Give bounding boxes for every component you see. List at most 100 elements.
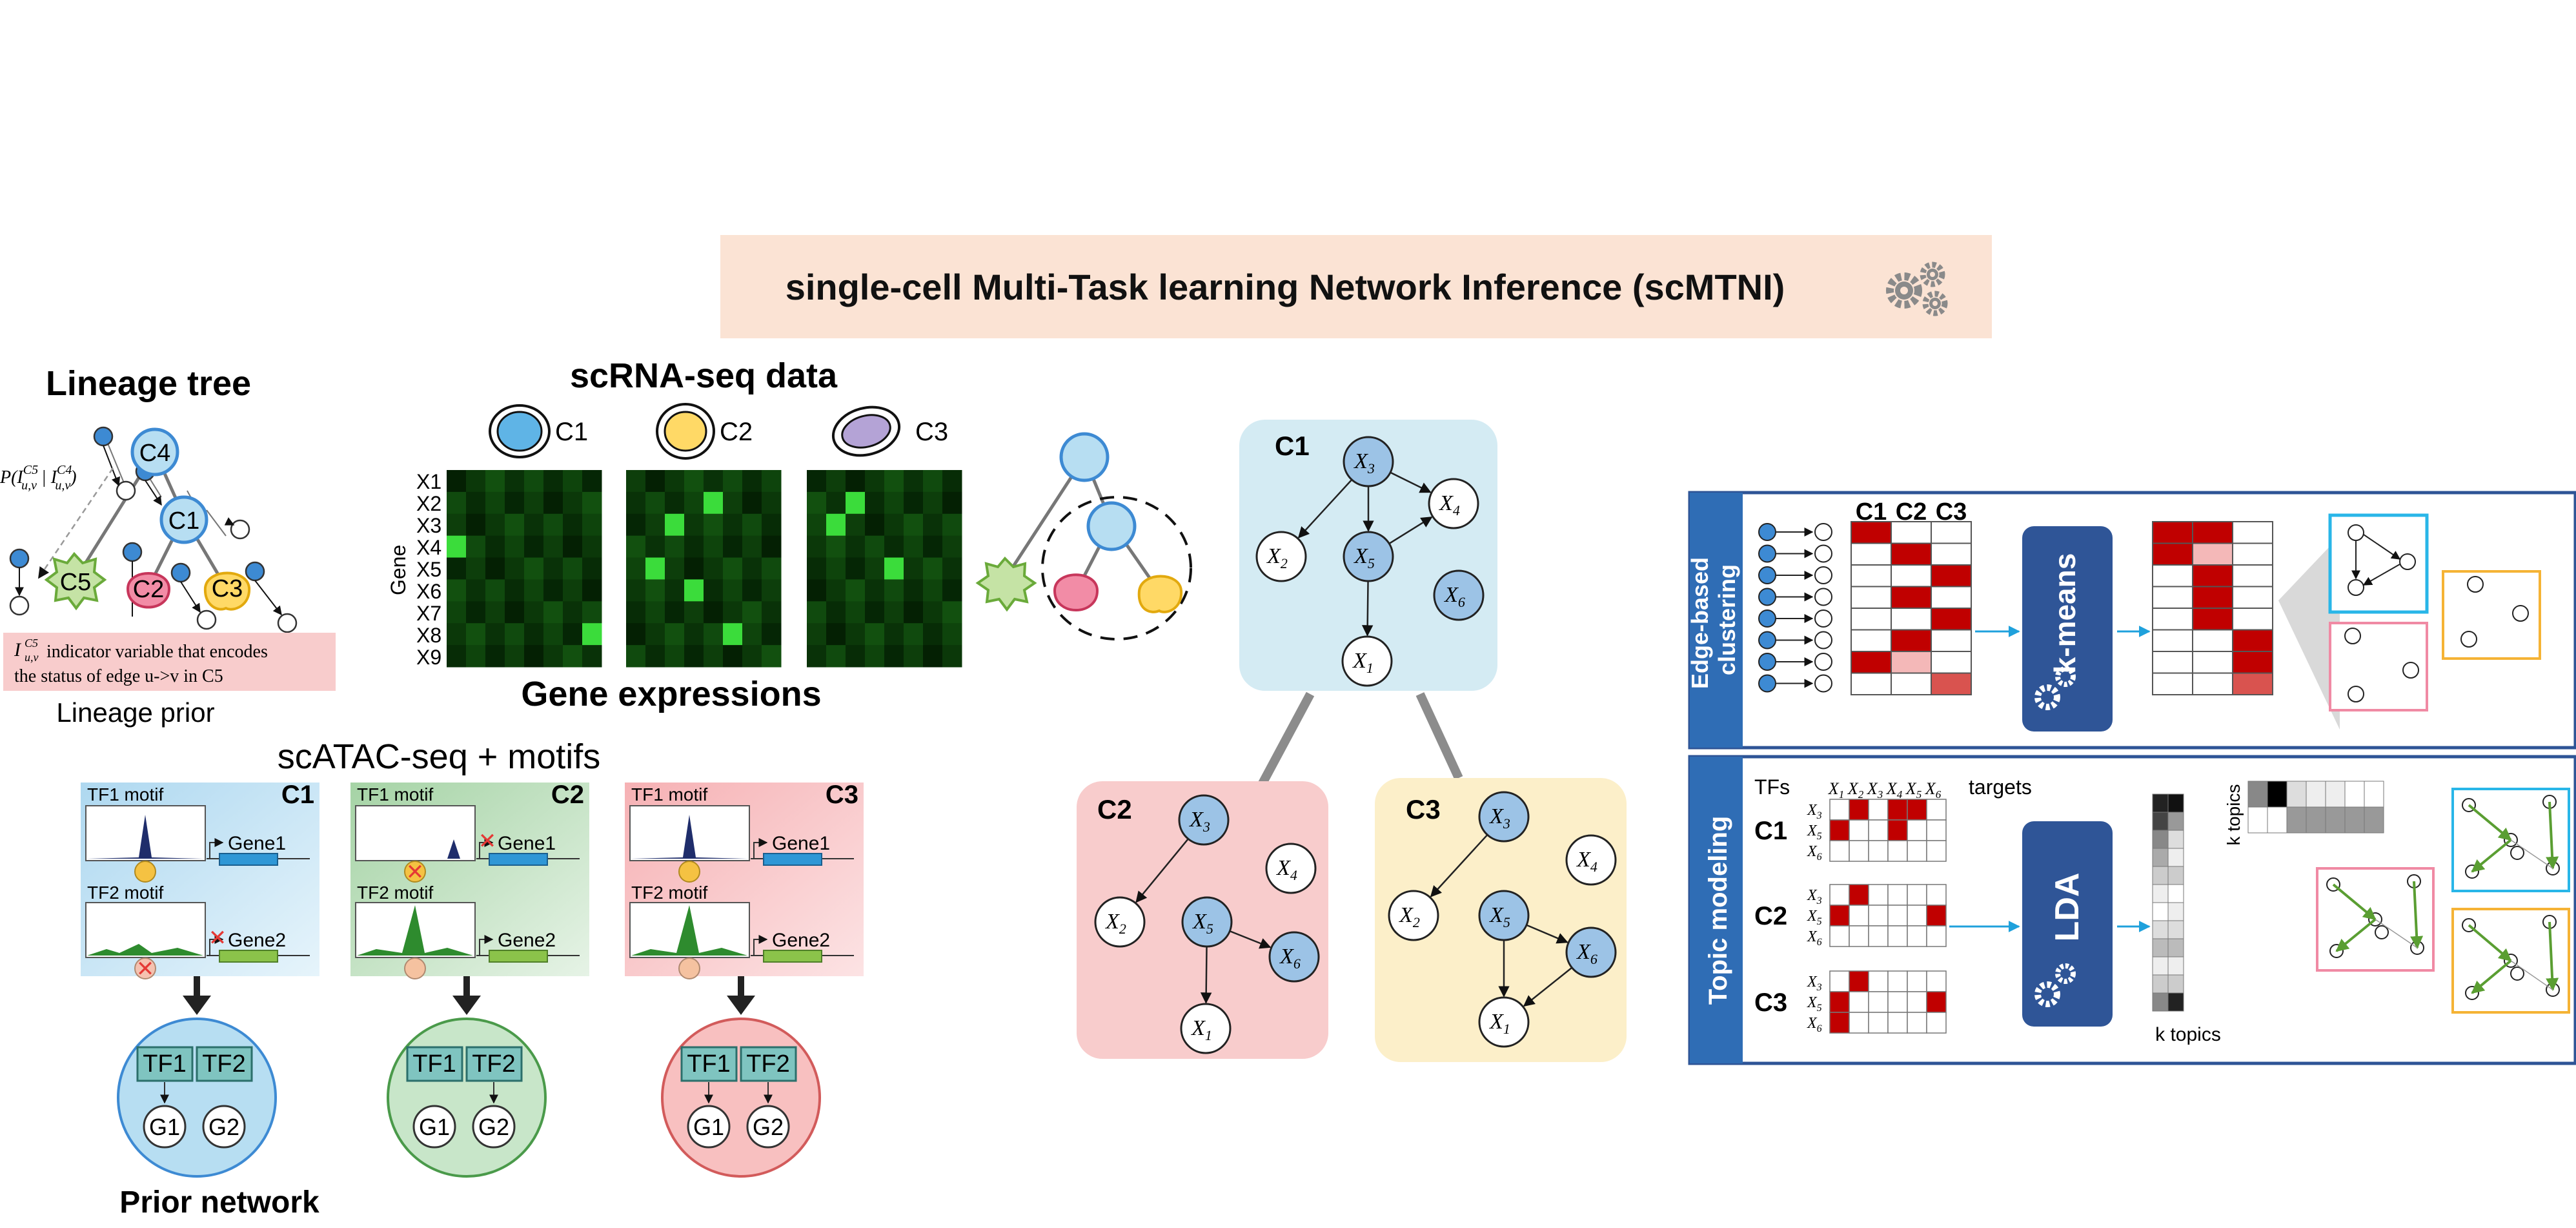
heatmap-cell [807,491,827,515]
heatmap-cell [923,535,943,558]
heatmap-cell [904,623,924,646]
heatmap-cell [645,601,665,624]
heatmap-cell [846,557,866,580]
heatmap-cell [865,623,885,646]
network-node-x5 [1181,896,1233,948]
gene-node [472,1105,516,1149]
clustered-matrix-cell [2232,608,2273,631]
heatmap-cell [762,645,782,668]
heatmap-cell [447,470,467,493]
heatmap-cell [942,623,962,646]
target-column-label: X4 [1886,779,1903,801]
heatmap-cell [942,579,962,602]
heatmap-panel [807,470,962,668]
gene2-label: Gene2 [772,930,830,951]
heatmap-cell [723,579,743,602]
svg-text:X7: X7 [416,602,441,625]
topic-matrix-cell [1868,905,1889,926]
heatmap-cell [505,645,525,668]
gene-node [143,1105,187,1149]
tf2-motif-label: TF2 motif [631,883,707,903]
topic-matrix-cell [1868,840,1889,862]
edge-matrix-cell [1931,608,1972,631]
topic-matrix-cell [1907,991,1927,1013]
zoom-funnel [2278,536,2340,730]
heatmap-cell [626,470,646,493]
network-node-x3 [1478,791,1530,843]
gene1-label: Gene1 [228,833,286,854]
prior-network-circle [117,1018,277,1178]
topic-column-cell [2152,812,2169,831]
tf1-peak [631,815,747,859]
tf2-peak [631,905,747,956]
tf1-motif-label: TF1 motif [631,784,707,804]
heatmap-cell [865,645,885,668]
heatmap-cell [884,645,904,668]
heatmap-cell [626,535,646,558]
target-column-label: X5 [1905,779,1922,801]
gene-node-label: G1 [149,1114,180,1140]
topic-matrix-cell [1887,840,1908,862]
topic-matrix-cell [1868,991,1889,1013]
network-node-x3 [1343,436,1394,487]
heatmap-cell [807,470,827,493]
clustered-matrix-cell [2232,564,2273,588]
topic-network-node [2510,967,2524,981]
topic-matrix-cell [1926,840,1947,862]
heatmap-cell [884,535,904,558]
lineage-prior-formula: P(IC5 u,v | IC4 u,v) [0,463,77,493]
heatmap-cell [762,579,782,602]
heatmap-cell [543,470,563,493]
heatmap-cell [485,623,505,646]
heatmap-cell [904,491,924,515]
topic-matrix-cell [1849,991,1869,1013]
network-c2-label: C2 [1097,794,1132,824]
heatmap-cell [762,513,782,537]
topic-row-cell [2267,806,2287,834]
gene-node-label: G2 [753,1114,784,1140]
lineage-node-c5-label: C5 [60,569,92,596]
tf-box [465,1046,523,1082]
heatmap-cell [505,535,525,558]
gene-node [746,1105,790,1149]
edge-matrix-cell [1891,672,1932,695]
topic-matrix-cell [1849,884,1869,906]
down-arrow-icon [452,996,481,1015]
heatmap-cell [826,470,846,493]
heatmap-cell [485,601,505,624]
tf2-peak-box [85,902,206,958]
heatmap-cell [466,470,486,493]
clustered-matrix-cell [2192,564,2233,588]
lineage-node-c5 [44,551,107,611]
heatmap-cell [626,601,646,624]
edge-matrix-cell [1851,521,1892,544]
heatmap-cell [846,645,866,668]
heatmap-cell [582,623,602,646]
heatmap-cell [563,470,583,493]
tf-row-label: X6 [1807,928,1822,948]
tf2-motif-label: TF2 motif [357,883,433,903]
heatmap-cell [942,557,962,580]
heatmap-cell [563,491,583,515]
title-banner [720,235,1992,338]
heatmap-cell [826,557,846,580]
heatmap-cell [466,579,486,602]
cell-icon-c1 [489,404,551,458]
gear-icon [2055,963,2076,984]
edge-source-node [1758,523,1776,541]
heatmap-cell [846,579,866,602]
tf-box-label: TF1 [143,1050,187,1078]
topic-cell-label: C1 [1754,817,1787,845]
heatmap-cell [447,535,467,558]
heatmap-cell [466,535,486,558]
cluster-node [2344,628,2361,644]
clustered-matrix-cell [2192,651,2233,674]
topic-matrix-cell [1849,840,1869,862]
tf-row-label: X3 [1807,974,1822,993]
topic-matrix-cell [1868,970,1889,992]
edge-source-node [1758,674,1776,693]
heatmap-cell [923,513,943,537]
topic-matrix-cell [1907,970,1927,992]
heatmap-cell [485,470,505,493]
tf1-motif-label: TF1 motif [87,784,163,804]
